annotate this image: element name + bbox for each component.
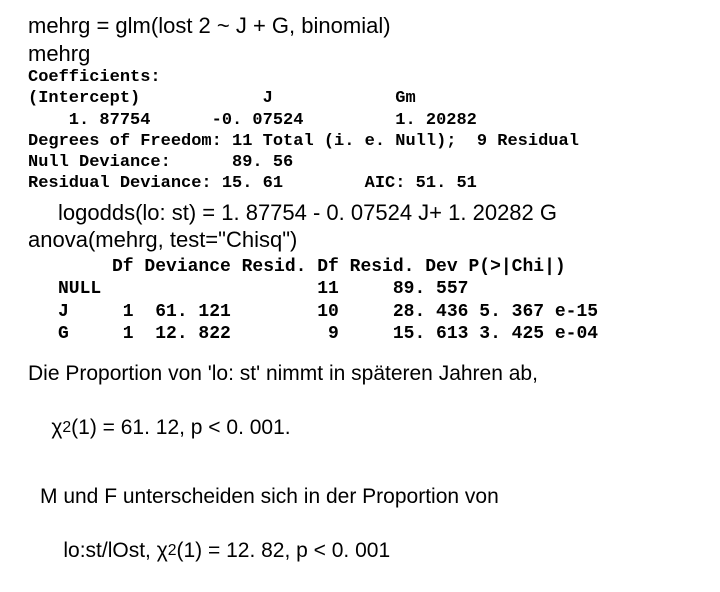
resid-dev: Residual Deviance: 15. 61 AIC: 51. 51	[28, 173, 702, 194]
coef-names: (Intercept) J Gm	[28, 88, 702, 109]
anova-header: Df Deviance Resid. Df Resid. Dev P(>|Chi…	[58, 256, 702, 279]
anova-row-null: NULL 11 89. 557	[58, 278, 702, 301]
coef-header: Coefficients:	[28, 67, 702, 88]
cmd-line-1: mehrg = glm(lost 2 ~ J + G, binomial)	[28, 12, 702, 40]
p1-rest: (1) = 61. 12, p < 0. 001.	[71, 416, 291, 439]
anova-cmd: anova(mehrg, test="Chisq")	[28, 226, 702, 254]
anova-row-g: G 1 12. 822 9 15. 613 3. 425 e-04	[58, 323, 702, 346]
p2-line2: lo:st/lOst, χ2(1) = 12. 82, p < 0. 001	[40, 510, 702, 592]
coef-values: 1. 87754 -0. 07524 1. 20282	[28, 110, 702, 131]
p1-line2: χ2(1) = 61. 12, p < 0. 001.	[28, 387, 702, 469]
dof-line: Degrees of Freedom: 11 Total (i. e. Null…	[28, 131, 702, 152]
chi-symbol: χ	[51, 416, 62, 439]
logodds-equation: logodds(lo: st) = 1. 87754 - 0. 07524 J+…	[58, 199, 702, 227]
chi-exponent: 2	[62, 419, 71, 436]
conclusion-paragraph-2: M und F unterscheiden sich in der Propor…	[40, 483, 702, 592]
p2-rest: (1) = 12. 82, p < 0. 001	[176, 539, 390, 562]
cmd-line-2: mehrg	[28, 40, 702, 68]
chi-exponent-2: 2	[168, 542, 177, 559]
anova-row-j: J 1 61. 121 10 28. 436 5. 367 e-15	[58, 301, 702, 324]
p1-line1: Die Proportion von 'lo: st' nimmt in spä…	[28, 360, 702, 387]
p2-pre: lo:st/lOst, χ	[63, 539, 167, 562]
null-dev: Null Deviance: 89. 56	[28, 152, 702, 173]
conclusion-paragraph-1: Die Proportion von 'lo: st' nimmt in spä…	[28, 360, 702, 469]
p2-line1: M und F unterscheiden sich in der Propor…	[40, 483, 702, 510]
